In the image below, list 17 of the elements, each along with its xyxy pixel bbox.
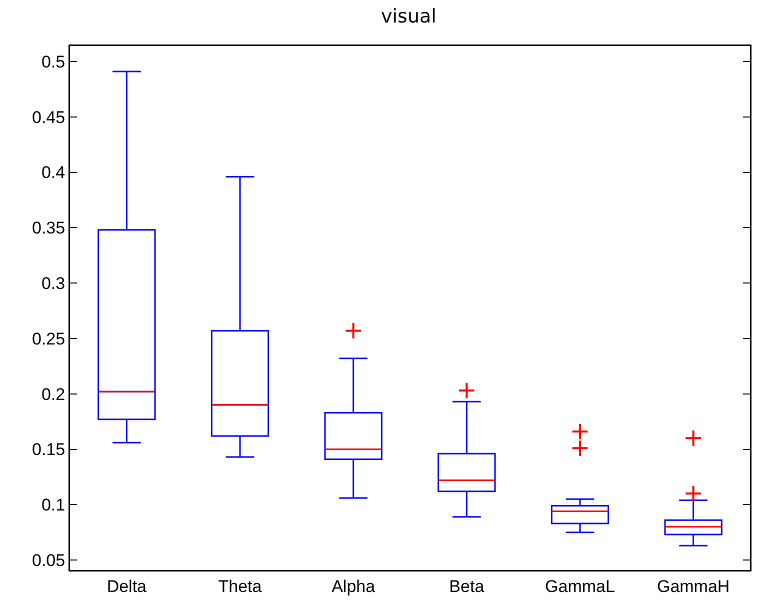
y-tick-label: 0.1 (41, 496, 66, 515)
y-tick-label: 0.15 (32, 440, 66, 460)
y-tick-label: 0.4 (41, 163, 66, 182)
y-tick-label: 0.25 (32, 329, 66, 348)
x-tick-label: GammaH (656, 576, 730, 596)
x-tick-label: Alpha (332, 576, 376, 596)
x-tick-label: Beta (449, 576, 485, 596)
x-tick-label: Delta (106, 576, 148, 596)
y-tick-label: 0.2 (41, 384, 66, 404)
y-tick-label: 0.3 (41, 274, 66, 294)
y-tick-label: 0.35 (32, 218, 66, 238)
y-tick-label: 0.5 (41, 52, 66, 72)
chart-title: visual (381, 6, 436, 28)
x-tick-label: GammaL (545, 576, 615, 596)
y-tick-label: 0.05 (32, 550, 66, 570)
x-tick-label: Theta (218, 576, 262, 596)
y-tick-label: 0.45 (32, 108, 66, 127)
